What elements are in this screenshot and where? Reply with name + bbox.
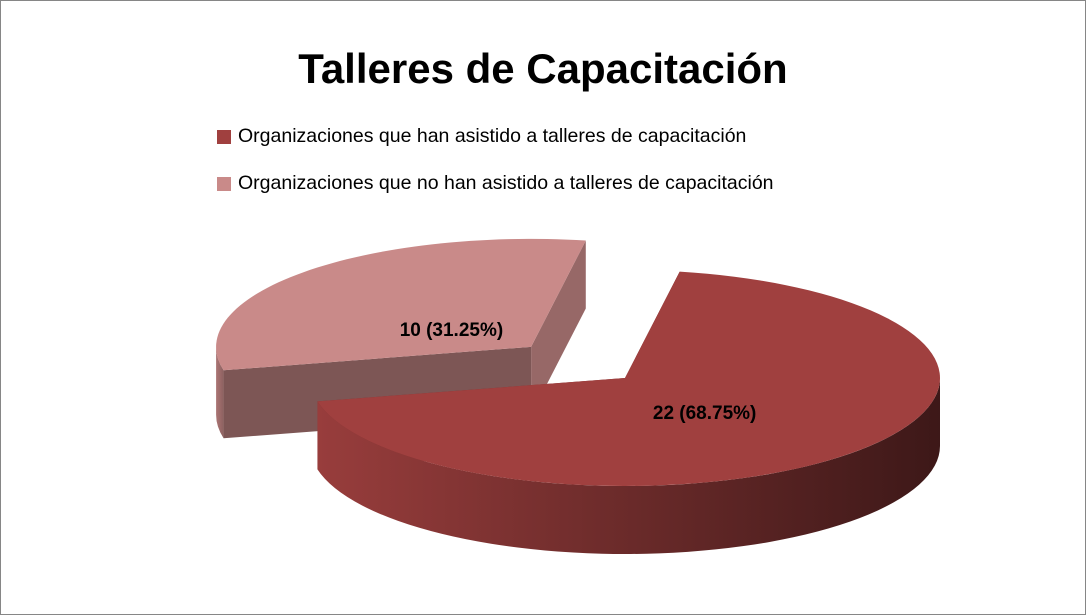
slice xyxy=(317,271,940,487)
legend-swatch xyxy=(217,177,231,191)
slice xyxy=(216,238,586,371)
slice-side xyxy=(531,240,586,415)
legend-label: Organizaciones que han asistido a taller… xyxy=(238,125,746,147)
chart-title: Talleres de Capacitación xyxy=(298,45,787,92)
data-label: 10 (31.25%) xyxy=(400,320,504,341)
slice-wall xyxy=(317,378,940,555)
legend-swatch xyxy=(217,130,231,144)
data-label: 22 (68.75%) xyxy=(653,403,757,424)
slice-wall xyxy=(216,346,224,439)
legend-label: Organizaciones que no han asistido a tal… xyxy=(238,172,774,194)
